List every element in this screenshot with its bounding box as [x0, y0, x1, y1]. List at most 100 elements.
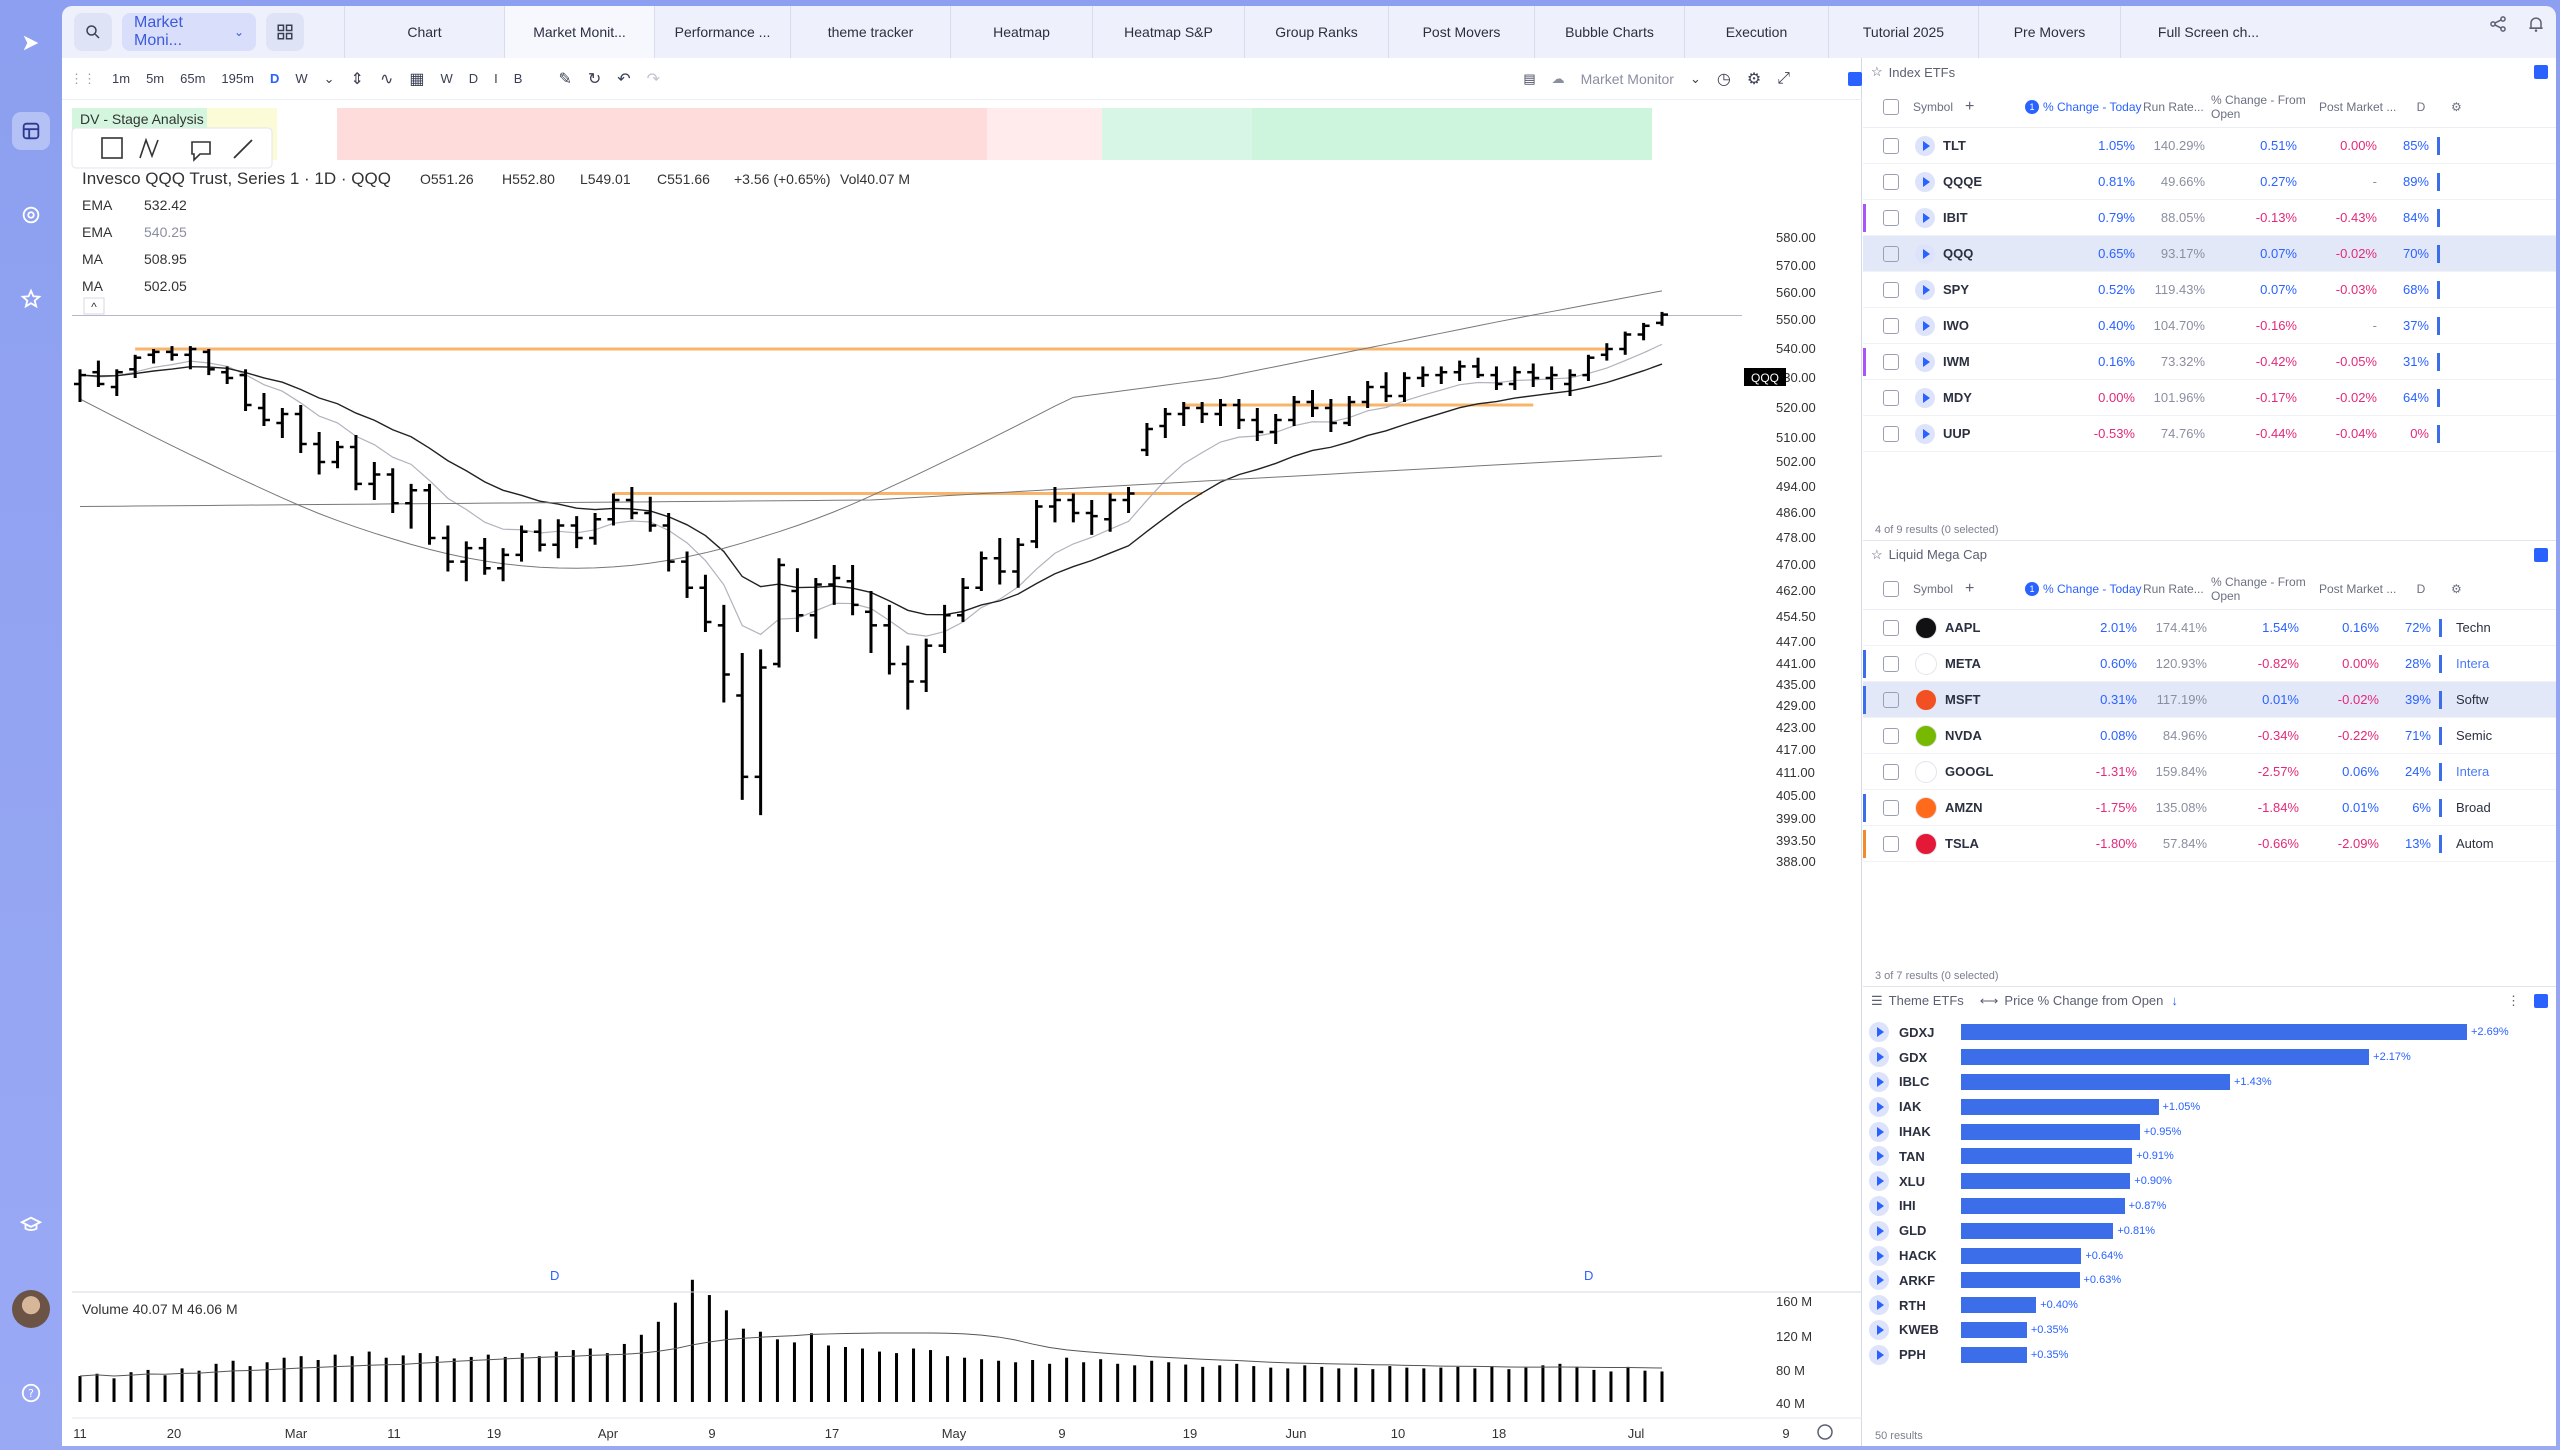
radar-icon[interactable]: [12, 196, 50, 234]
ohlc-bar[interactable]: [239, 369, 252, 411]
theme-bar-row[interactable]: GLD +0.81%: [1863, 1218, 2556, 1243]
select-all-checkbox[interactable]: [1883, 580, 1899, 597]
ohlc-bar[interactable]: [993, 538, 1006, 585]
add-symbol-icon[interactable]: +: [1965, 97, 1975, 115]
ohlc-bar[interactable]: [1582, 354, 1595, 381]
table-row[interactable]: MSFT 0.31% 117.19% 0.01% -0.02% 39% Softw: [1863, 682, 2556, 718]
play-icon[interactable]: [1915, 315, 1935, 336]
ohlc-bar[interactable]: [1269, 414, 1282, 444]
play-icon[interactable]: [1869, 1295, 1889, 1316]
search-button[interactable]: [74, 13, 112, 51]
tab-market-monitor[interactable]: Market Monit...: [504, 6, 654, 58]
tab-bubble-charts[interactable]: Bubble Charts: [1534, 6, 1684, 58]
row-symbol[interactable]: QQQ: [1943, 246, 1974, 261]
theme-bar-row[interactable]: IHAK +0.95%: [1863, 1119, 2556, 1144]
col-change-today[interactable]: % Change - Today: [2043, 99, 2142, 114]
row-checkbox[interactable]: [1883, 655, 1899, 672]
timeframe-5m[interactable]: 5m: [146, 71, 165, 86]
collapse-legend-button[interactable]: [83, 297, 105, 315]
theme-bar-row[interactable]: IHI +0.87%: [1863, 1194, 2556, 1219]
ohlc-bar[interactable]: [865, 591, 877, 653]
table-row[interactable]: AAPL 2.01% 174.41% 1.54% 0.16% 72% Techn: [1863, 610, 2556, 646]
row-symbol[interactable]: IWO: [1943, 318, 1969, 333]
ohlc-bar[interactable]: [754, 649, 767, 816]
chart-type-icon[interactable]: ∿: [379, 70, 394, 88]
play-icon[interactable]: [1915, 387, 1935, 408]
tab-heatmap[interactable]: Heatmap: [950, 6, 1092, 58]
ohlc-bar[interactable]: [791, 568, 804, 632]
col-run-rate[interactable]: Run Rate...: [2143, 581, 2204, 596]
ohlc-bar[interactable]: [313, 432, 326, 475]
layout-grid-button[interactable]: [266, 13, 304, 51]
tab-pre-movers[interactable]: Pre Movers: [1978, 6, 2120, 58]
ohlc-bar[interactable]: [1122, 487, 1135, 513]
line-tool-icon[interactable]: [233, 139, 253, 159]
table-row[interactable]: QQQ 0.65% 93.17% 0.07% -0.02% 70%: [1863, 236, 2556, 272]
ohlc-bar[interactable]: [110, 369, 123, 396]
refresh-icon[interactable]: ↻: [587, 70, 602, 88]
ohlc-bar[interactable]: [368, 462, 381, 500]
ohlc-bar[interactable]: [257, 393, 270, 426]
play-icon[interactable]: [1869, 1121, 1889, 1142]
row-checkbox[interactable]: [1883, 691, 1899, 708]
settings-icon[interactable]: ⚙: [2451, 581, 2462, 596]
col-d[interactable]: D: [2416, 581, 2426, 596]
row-checkbox[interactable]: [1883, 281, 1899, 298]
row-checkbox[interactable]: [1883, 799, 1899, 816]
table-row[interactable]: SPY 0.52% 119.43% 0.07% -0.03% 68%: [1863, 272, 2556, 308]
tab-execution[interactable]: Execution: [1684, 6, 1828, 58]
bell-icon[interactable]: [2526, 14, 2546, 34]
ohlc-bar[interactable]: [1048, 487, 1061, 523]
ohlc-bar[interactable]: [129, 354, 142, 378]
panel-link-icon[interactable]: [2534, 993, 2548, 1008]
timeframe-w[interactable]: W: [295, 71, 308, 86]
more-icon[interactable]: ⋮: [2507, 992, 2520, 1008]
layout-select[interactable]: Market Moni... ⌄: [122, 13, 256, 51]
ohlc-bar[interactable]: [570, 516, 583, 549]
ohlc-bar[interactable]: [1232, 399, 1245, 429]
ohlc-bar[interactable]: [607, 493, 620, 526]
layout-icon[interactable]: ▤: [1523, 70, 1536, 86]
play-icon[interactable]: [1915, 351, 1935, 372]
timeframe-195m[interactable]: 195m: [221, 71, 254, 86]
ohlc-bar[interactable]: [901, 645, 914, 710]
ohlc-bar[interactable]: [1104, 493, 1117, 532]
ohlc-bar[interactable]: [828, 565, 841, 605]
ohlc-bar[interactable]: [975, 551, 988, 592]
play-icon[interactable]: [1869, 1319, 1889, 1340]
col-post-market[interactable]: Post Market ...: [2319, 99, 2397, 114]
col-change-open[interactable]: % Change - From Open: [2211, 92, 2306, 121]
tab-full-screen-chart[interactable]: Full Screen ch...: [2120, 6, 2296, 58]
ohlc-bar[interactable]: [423, 483, 436, 545]
row-symbol[interactable]: MSFT: [1945, 692, 1981, 707]
undo-icon[interactable]: ↶: [617, 70, 631, 88]
panel-subtitle[interactable]: Price % Change from Open: [2004, 993, 2164, 1008]
row-checkbox[interactable]: [1883, 763, 1899, 780]
ohlc-bar[interactable]: [1324, 399, 1337, 432]
theme-bar-row[interactable]: RTH +0.40%: [1863, 1293, 2556, 1318]
panel-link-icon[interactable]: [1848, 71, 1862, 86]
ohlc-bar[interactable]: [644, 496, 657, 532]
panel-link-icon[interactable]: [2534, 547, 2548, 562]
toolbar-b[interactable]: B: [513, 71, 523, 86]
ohlc-bar[interactable]: [294, 405, 307, 453]
table-row[interactable]: TLT 1.05% 140.29% 0.51% 0.00% 85%: [1863, 128, 2556, 164]
ohlc-bar[interactable]: [533, 519, 546, 552]
ohlc-bar[interactable]: [1619, 331, 1632, 355]
ohlc-bar[interactable]: [589, 513, 602, 545]
row-symbol[interactable]: META: [1945, 656, 1981, 671]
ohlc-bar[interactable]: [1435, 366, 1448, 384]
theme-bar-row[interactable]: IAK +1.05%: [1863, 1094, 2556, 1119]
row-checkbox[interactable]: [1883, 245, 1899, 262]
tab-heatmap-sp[interactable]: Heatmap S&P: [1092, 6, 1244, 58]
ohlc-bar[interactable]: [1490, 366, 1503, 390]
play-icon[interactable]: [1869, 1344, 1889, 1365]
ohlc-bar[interactable]: [1214, 399, 1227, 426]
table-row[interactable]: IBIT 0.79% 88.05% -0.13% -0.43% 84%: [1863, 200, 2556, 236]
play-icon[interactable]: [1869, 1071, 1889, 1092]
pencil-icon[interactable]: ✎: [558, 70, 572, 88]
play-icon[interactable]: [1915, 423, 1935, 444]
col-change-today[interactable]: % Change - Today: [2043, 581, 2142, 596]
ohlc-bar[interactable]: [202, 349, 215, 376]
play-icon[interactable]: [1869, 1171, 1889, 1192]
